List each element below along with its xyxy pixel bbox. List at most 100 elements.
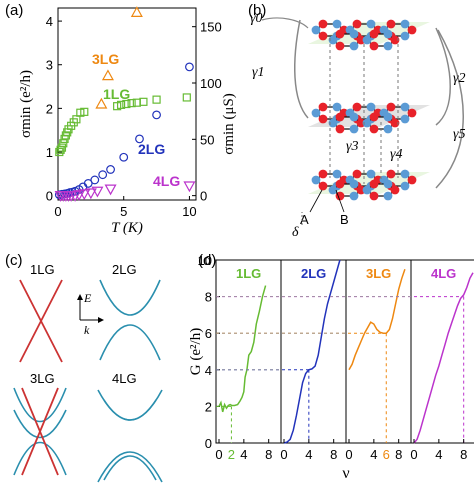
data-point-3lg xyxy=(95,97,108,109)
series-label-3lg: 3LG xyxy=(366,266,391,281)
momentum-axis-label: k xyxy=(84,323,90,337)
carbon-atom xyxy=(349,179,359,189)
x-tick-label: 4 xyxy=(240,447,247,462)
gamma5-arc xyxy=(435,29,464,189)
carbon-atom xyxy=(383,29,393,39)
layer-bottom xyxy=(308,169,430,201)
x-tick-label: 8 xyxy=(265,447,272,462)
band-structure-diagram: 1LG 2LG 3LG 4LG Ek xyxy=(13,262,163,483)
conductance-curve-4lg xyxy=(413,272,474,444)
carbon-atom xyxy=(318,169,328,179)
x-tick-label: 4 xyxy=(370,447,377,462)
gamma1-label: γ1 xyxy=(252,65,265,80)
carbon-atom xyxy=(383,179,393,189)
band-label-3lg: 3LG xyxy=(30,371,55,386)
series-label-1lg: 1LG xyxy=(103,86,130,102)
carbon-atom xyxy=(383,112,393,122)
carbon-atom xyxy=(400,169,410,179)
data-point-2lg xyxy=(119,152,129,162)
series-label-2lg: 2LG xyxy=(301,266,326,281)
carbon-atom xyxy=(318,114,328,124)
x-tick-label: 8 xyxy=(395,447,402,462)
y-tick-label: 2 xyxy=(46,101,53,116)
carbon-atom xyxy=(407,108,417,118)
energy-axis-label: E xyxy=(83,291,92,305)
carbon-atom xyxy=(366,169,376,179)
carbon-atom xyxy=(349,41,359,51)
carbon-atom xyxy=(386,102,396,112)
series-label-4lg: 4LG xyxy=(153,173,180,189)
dirac-cone-line xyxy=(19,279,63,363)
carbon-atom xyxy=(349,124,359,134)
lattice-diagram: γ0 γ1 γ2 γ5 γ3 γ4 A Bδ xyxy=(250,11,466,240)
gamma2-arc xyxy=(435,27,451,126)
data-point-1lg xyxy=(182,93,191,102)
carbon-atom xyxy=(318,102,328,112)
data-point-4lg xyxy=(91,186,104,198)
y2-tick-label: 150 xyxy=(200,20,222,35)
carbon-atom xyxy=(390,118,400,128)
x-axis-label: ν xyxy=(342,465,349,482)
carbon-atom xyxy=(352,169,362,179)
data-point-2lg xyxy=(135,134,144,144)
energy-axis-arrow xyxy=(77,294,83,300)
plot-frame xyxy=(215,259,474,444)
panel-d: (d) 0246810G (e²/h)ν1LG04822LG0483LG0486… xyxy=(190,250,474,485)
site-a-label: A xyxy=(300,212,309,227)
delta-label: δ xyxy=(292,225,299,240)
data-point-1lg xyxy=(127,99,136,108)
band-parabola xyxy=(103,455,157,481)
gamma5-label: γ5 xyxy=(453,127,466,142)
carbon-atom xyxy=(366,19,376,29)
x-tick-label: 4 xyxy=(305,447,312,462)
gamma3-label: γ3 xyxy=(346,139,359,154)
gamma2-label: γ2 xyxy=(453,71,466,86)
x-axis-label: T (K) xyxy=(111,220,143,236)
data-point-4lg xyxy=(84,188,97,200)
gamma4-label: γ4 xyxy=(390,147,403,162)
data-point-2lg xyxy=(152,110,161,120)
carbon-atom xyxy=(383,124,393,134)
carbon-atom xyxy=(335,41,345,51)
marked-filling-label: 6 xyxy=(383,447,390,462)
dirac-cone-line xyxy=(21,387,59,476)
y2-tick-label: 0 xyxy=(200,189,207,204)
data-point-4lg xyxy=(183,181,196,193)
carbon-atom xyxy=(369,41,379,51)
carbon-atom xyxy=(311,25,321,35)
y2-tick-label: 50 xyxy=(200,132,214,147)
conductance-curve-2lg xyxy=(283,259,341,444)
conductance-curve-1lg xyxy=(218,285,267,413)
carbon-atom xyxy=(328,35,338,45)
carbon-atom xyxy=(362,118,372,128)
carbon-atom xyxy=(400,114,410,124)
carbon-atom xyxy=(407,25,417,35)
carbon-atom xyxy=(366,102,376,112)
band-label-1lg: 1LG xyxy=(30,262,55,277)
marked-filling-label: 2 xyxy=(228,447,235,462)
carbon-atom xyxy=(383,41,393,51)
y-tick-label: 8 xyxy=(205,290,212,305)
data-point-1lg xyxy=(152,95,161,104)
data-point-1lg xyxy=(139,97,148,106)
y-tick-label: 3 xyxy=(46,58,53,73)
x-tick-label: 8 xyxy=(330,447,337,462)
layer-middle xyxy=(308,102,430,134)
data-point-1lg xyxy=(116,100,126,109)
y-tick-label: 4 xyxy=(205,363,212,378)
band-parabola xyxy=(103,399,157,421)
band-parabola xyxy=(99,324,161,361)
x-tick-label: 5 xyxy=(120,204,127,219)
data-point-2lg xyxy=(90,175,100,185)
series-label-4lg: 4LG xyxy=(431,266,456,281)
panel-label-a: (a) xyxy=(5,2,24,19)
carbon-atom xyxy=(332,169,342,179)
gamma0-pointer xyxy=(261,17,309,29)
site-a-pointer xyxy=(309,189,323,213)
x-tick-label: 4 xyxy=(435,447,442,462)
band-parabola xyxy=(13,441,67,476)
series-label-3lg: 3LG xyxy=(92,51,119,67)
carbon-atom xyxy=(369,29,379,39)
